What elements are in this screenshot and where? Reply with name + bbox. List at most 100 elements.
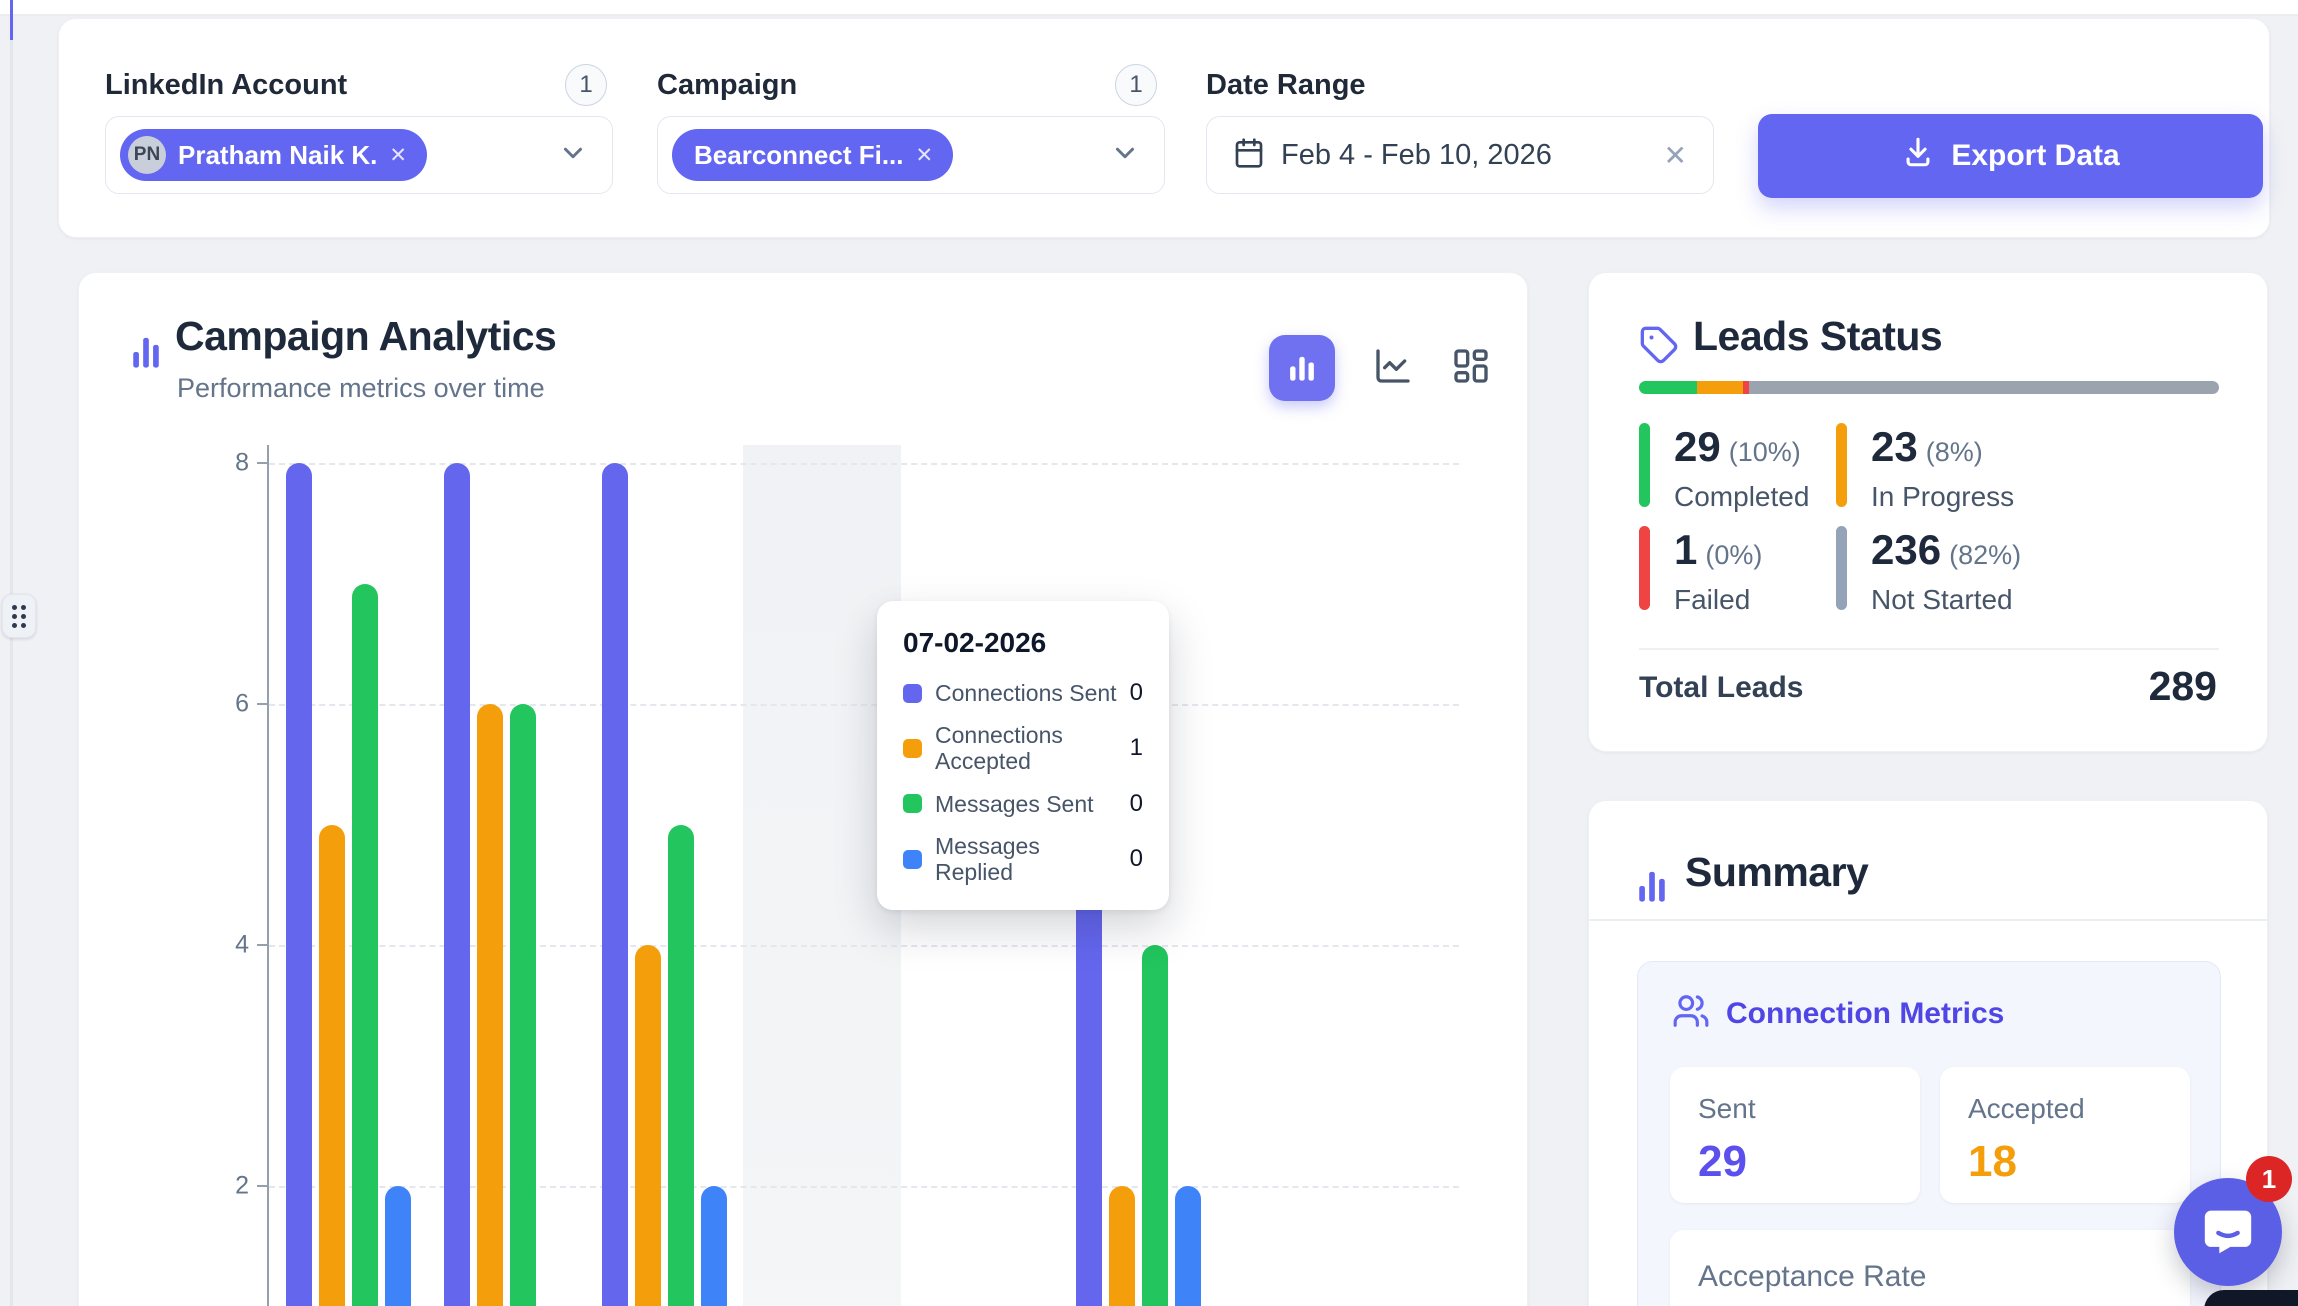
stat-value: 29 bbox=[1674, 423, 1721, 470]
divider bbox=[1639, 648, 2219, 650]
analytics-title: Campaign Analytics bbox=[175, 313, 557, 359]
bar-messages-sent[interactable] bbox=[509, 704, 536, 1306]
avatar: PN bbox=[128, 136, 166, 174]
stat-label: Failed bbox=[1674, 584, 1751, 615]
tooltip-series-label: Connections Sent bbox=[935, 679, 1117, 706]
date-range-input[interactable]: Feb 4 - Feb 10, 2026 ✕ bbox=[1206, 116, 1714, 194]
legend-swatch-icon bbox=[903, 683, 922, 703]
export-data-label: Export Data bbox=[1951, 139, 2120, 172]
connection-metrics-title: Connection Metrics bbox=[1726, 996, 2005, 1030]
date-range-value: Feb 4 - Feb 10, 2026 bbox=[1281, 138, 1552, 171]
tooltip-row: Connections Accepted 1 bbox=[903, 722, 1143, 775]
stat-value: 1 bbox=[1674, 526, 1698, 573]
chat-bubble-icon bbox=[2199, 1201, 2257, 1264]
date-clear-icon[interactable]: ✕ bbox=[1663, 139, 1687, 171]
tooltip-series-label: Connections Accepted bbox=[935, 722, 1063, 775]
bar-chart-toggle-button[interactable] bbox=[1269, 335, 1335, 401]
chat-unread-badge[interactable]: 1 bbox=[2246, 1156, 2292, 1202]
bar-messages-replied[interactable] bbox=[384, 1186, 411, 1306]
tooltip-row: Messages Replied 0 bbox=[903, 833, 1143, 886]
bar-messages-sent[interactable] bbox=[351, 583, 378, 1306]
bar-chart[interactable]: 8 6 4 2 bbox=[79, 273, 1529, 1306]
analytics-subtitle: Performance metrics over time bbox=[177, 373, 545, 403]
bar-messages-replied[interactable] bbox=[1174, 1186, 1201, 1306]
accepted-metric-card: Accepted 18 bbox=[1940, 1067, 2190, 1203]
metric-label: Sent bbox=[1698, 1093, 1756, 1124]
progress-segment bbox=[1639, 381, 1697, 394]
progress-segment bbox=[1697, 381, 1744, 394]
summary-card: Summary Connection Metrics Sent 29 Accep… bbox=[1588, 800, 2269, 1306]
linkedin-account-chip[interactable]: PN Pratham Naik K. ✕ bbox=[120, 129, 428, 181]
bar-messages-sent[interactable] bbox=[667, 824, 694, 1306]
bar-connections-sent[interactable] bbox=[601, 463, 628, 1306]
bar-messages-replied[interactable] bbox=[700, 1186, 727, 1306]
stat-failed: 1 (0%) Failed bbox=[1639, 526, 1762, 616]
tooltip-series-value: 0 bbox=[1129, 789, 1143, 817]
panel-drag-handle[interactable] bbox=[2, 594, 36, 638]
stat-percent: (82%) bbox=[1949, 540, 2022, 570]
bar-connections-accepted[interactable] bbox=[1108, 1186, 1135, 1306]
tooltip-row: Messages Sent 0 bbox=[903, 790, 1143, 818]
tooltip-series-label: Messages Sent bbox=[935, 790, 1094, 817]
tooltip-series-value: 1 bbox=[1129, 734, 1143, 762]
y-axis-tick-label: 4 bbox=[235, 930, 249, 959]
bar-connections-accepted[interactable] bbox=[476, 704, 503, 1306]
left-scrollbar-track[interactable] bbox=[10, 0, 13, 1306]
chevron-down-icon[interactable] bbox=[1110, 138, 1140, 173]
divider bbox=[1589, 919, 2269, 921]
tooltip-series-value: 0 bbox=[1129, 679, 1143, 706]
date-range-label: Date Range bbox=[1206, 69, 1366, 101]
metric-value: 29 bbox=[1698, 1137, 1747, 1186]
stat-percent: (0%) bbox=[1705, 540, 1763, 570]
tooltip-date: 07-02-2026 bbox=[903, 627, 1047, 658]
y-axis-tick-label: 6 bbox=[235, 689, 249, 718]
chart-tooltip: 07-02-2026 Connections Sent 0 Connections … bbox=[877, 601, 1169, 910]
stat-pill bbox=[1836, 526, 1847, 610]
sent-metric-card: Sent 29 bbox=[1670, 1067, 1920, 1203]
left-scrollbar-thumb[interactable] bbox=[10, 0, 13, 40]
tooltip-row: Connections Sent 0 bbox=[903, 679, 1143, 707]
export-data-button[interactable]: Export Data bbox=[1758, 114, 2263, 198]
drag-dots-icon bbox=[12, 604, 26, 628]
total-leads-value: 289 bbox=[2148, 663, 2217, 709]
campaign-chip[interactable]: Bearconnect Fi... ✕ bbox=[672, 129, 954, 181]
bar-messages-sent[interactable] bbox=[1141, 945, 1168, 1306]
calendar-icon bbox=[1233, 137, 1265, 174]
linkedin-account-select[interactable]: PN Pratham Naik K. ✕ bbox=[105, 116, 613, 194]
top-strip bbox=[0, 0, 2298, 16]
stat-percent: (8%) bbox=[1925, 437, 1983, 467]
linkedin-account-label: LinkedIn Account bbox=[105, 69, 348, 101]
bar-connections-sent[interactable] bbox=[443, 463, 470, 1306]
campaign-analytics-card: 8 6 4 2 Campaign Analytics Performance metr… bbox=[78, 272, 1528, 1306]
stat-value: 236 bbox=[1871, 526, 1942, 573]
linkedin-account-chip-label: Pratham Naik K. bbox=[178, 139, 378, 170]
legend-swatch-icon bbox=[903, 849, 922, 869]
acceptance-rate-label: Acceptance Rate bbox=[1698, 1260, 1927, 1293]
bar-chart-icon bbox=[1637, 869, 1667, 908]
metric-label: Accepted bbox=[1968, 1093, 2085, 1124]
connection-metrics-card: Connection Metrics Sent 29 Accepted 18 A… bbox=[1637, 961, 2221, 1306]
download-icon bbox=[1901, 135, 1935, 177]
leads-status-card: Leads Status 29 (10%) Completed 23 (8%) In… bbox=[1588, 272, 2268, 752]
stat-not-started: 236 (82%) Not Started bbox=[1836, 526, 2021, 616]
tooltip-series-value: 0 bbox=[1129, 845, 1143, 873]
bar-connections-accepted[interactable] bbox=[318, 824, 345, 1306]
stat-pill bbox=[1836, 423, 1847, 507]
line-chart-toggle-button[interactable] bbox=[1373, 346, 1413, 391]
acceptance-rate-card: Acceptance Rate 62.1% bbox=[1670, 1230, 2190, 1306]
chip-remove-icon[interactable]: ✕ bbox=[915, 143, 934, 167]
dashboard-grid-toggle-button[interactable] bbox=[1451, 346, 1491, 391]
chevron-down-icon[interactable] bbox=[558, 138, 588, 173]
tooltip-series-label: Messages Replied bbox=[935, 832, 1040, 886]
leads-status-title: Leads Status bbox=[1693, 313, 1943, 359]
summary-title: Summary bbox=[1685, 849, 1869, 895]
chip-remove-icon[interactable]: ✕ bbox=[389, 143, 408, 167]
progress-segment bbox=[1743, 381, 1750, 394]
stat-completed: 29 (10%) Completed bbox=[1639, 423, 1809, 513]
legend-swatch-icon bbox=[903, 738, 922, 758]
stat-pill bbox=[1639, 526, 1650, 610]
bar-connections-accepted[interactable] bbox=[634, 945, 661, 1306]
campaign-select[interactable]: Bearconnect Fi... ✕ bbox=[657, 116, 1165, 194]
bar-connections-sent[interactable] bbox=[285, 463, 312, 1306]
progress-segment bbox=[1749, 381, 2219, 394]
